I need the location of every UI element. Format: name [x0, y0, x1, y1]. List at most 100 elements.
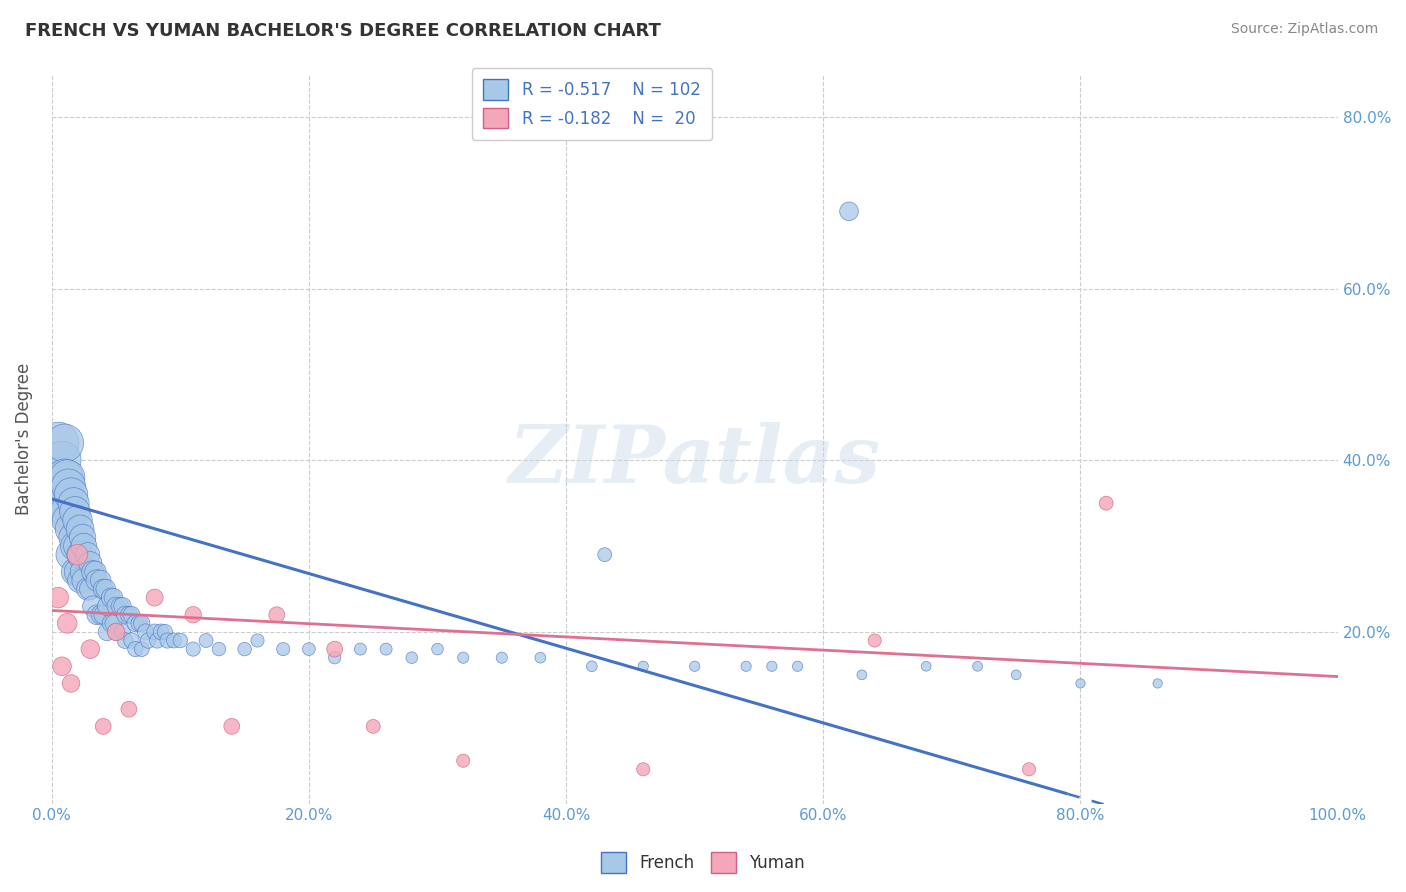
Point [761, 659, 783, 673]
Point [915, 659, 938, 673]
Y-axis label: Bachelor's Degree: Bachelor's Degree [15, 363, 32, 515]
Point [323, 650, 346, 665]
Point [62, 531, 84, 545]
Point [60, 487, 83, 501]
Point [105, 624, 128, 639]
Point [1146, 676, 1168, 690]
Point [105, 599, 128, 614]
Text: FRENCH VS YUMAN BACHELOR'S DEGREE CORRELATION CHART: FRENCH VS YUMAN BACHELOR'S DEGREE CORREL… [25, 22, 661, 40]
Point [851, 668, 873, 682]
Point [128, 616, 150, 631]
Point [79, 582, 101, 596]
Point [121, 607, 143, 622]
Point [91, 607, 114, 622]
Point [1005, 668, 1028, 682]
Point [131, 616, 153, 631]
Point [62, 496, 84, 510]
Point [786, 659, 808, 673]
Point [79, 556, 101, 570]
Point [966, 659, 988, 673]
Point [82, 565, 104, 579]
Point [96, 599, 118, 614]
Point [169, 633, 191, 648]
Point [72, 565, 94, 579]
Point [131, 642, 153, 657]
Point [76, 548, 98, 562]
Point [86, 574, 108, 588]
Point [60, 676, 83, 690]
Point [271, 642, 294, 657]
Point [451, 650, 474, 665]
Point [51, 659, 73, 673]
Point [1069, 676, 1091, 690]
Point [46, 591, 69, 605]
Point [426, 642, 449, 657]
Point [46, 470, 69, 484]
Point [298, 642, 321, 657]
Point [863, 633, 886, 648]
Point [266, 607, 288, 622]
Point [349, 642, 371, 657]
Point [73, 539, 96, 553]
Point [143, 624, 166, 639]
Point [156, 633, 179, 648]
Point [118, 607, 141, 622]
Legend: R = -0.517    N = 102, R = -0.182    N =  20: R = -0.517 N = 102, R = -0.182 N = 20 [471, 68, 711, 140]
Point [136, 633, 159, 648]
Point [63, 505, 86, 519]
Point [1095, 496, 1118, 510]
Point [60, 522, 83, 536]
Point [451, 754, 474, 768]
Point [633, 762, 655, 776]
Point [76, 582, 98, 596]
Point [51, 487, 73, 501]
Point [58, 513, 80, 527]
Point [124, 642, 146, 657]
Point [53, 496, 76, 510]
Point [146, 633, 169, 648]
Legend: French, Yuman: French, Yuman [595, 846, 811, 880]
Point [208, 642, 231, 657]
Point [114, 633, 136, 648]
Point [82, 599, 104, 614]
Point [529, 650, 551, 665]
Point [51, 453, 73, 467]
Point [114, 607, 136, 622]
Point [108, 599, 131, 614]
Point [143, 591, 166, 605]
Point [96, 624, 118, 639]
Point [103, 616, 125, 631]
Point [100, 591, 122, 605]
Point [53, 470, 76, 484]
Point [1018, 762, 1040, 776]
Point [100, 616, 122, 631]
Point [683, 659, 706, 673]
Point [150, 624, 173, 639]
Point [69, 522, 91, 536]
Point [69, 574, 91, 588]
Text: Source: ZipAtlas.com: Source: ZipAtlas.com [1230, 22, 1378, 37]
Point [72, 531, 94, 545]
Point [66, 548, 89, 562]
Point [56, 470, 79, 484]
Point [401, 650, 423, 665]
Point [118, 702, 141, 716]
Point [73, 574, 96, 588]
Point [163, 633, 186, 648]
Point [124, 616, 146, 631]
Point [91, 582, 114, 596]
Point [66, 513, 89, 527]
Point [246, 633, 269, 648]
Point [121, 633, 143, 648]
Point [375, 642, 398, 657]
Point [79, 642, 101, 657]
Point [60, 548, 83, 562]
Point [838, 204, 860, 219]
Point [111, 624, 134, 639]
Point [735, 659, 758, 673]
Point [56, 616, 79, 631]
Point [69, 548, 91, 562]
Point [66, 539, 89, 553]
Point [63, 565, 86, 579]
Point [491, 650, 513, 665]
